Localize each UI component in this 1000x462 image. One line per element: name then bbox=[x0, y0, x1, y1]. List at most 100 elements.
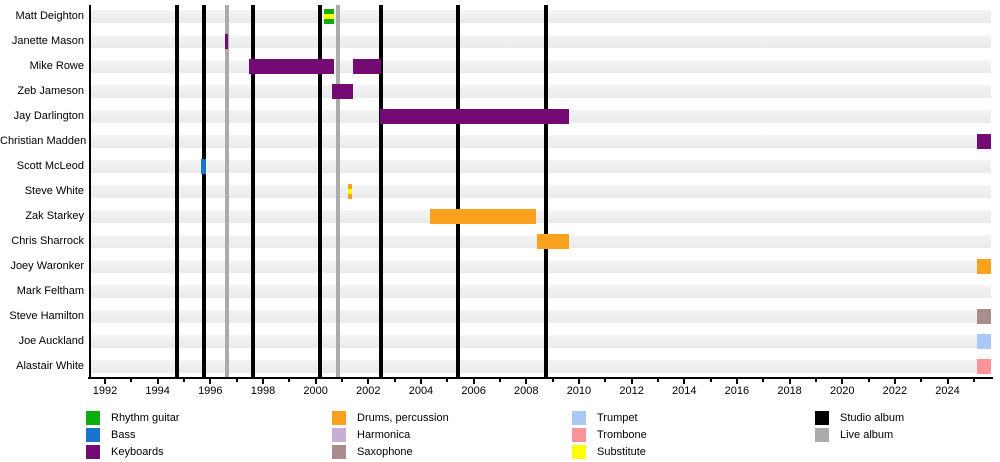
x-axis-tick-label: 2018 bbox=[777, 385, 802, 397]
y-axis-line bbox=[89, 5, 91, 379]
legend-swatch-harmonica bbox=[332, 428, 346, 442]
member-labels-column: Matt Deighton Janette Mason Mike Rowe Zeb J… bbox=[0, 0, 87, 380]
tenure-bar-keyboards bbox=[976, 133, 991, 149]
x-axis-minor-tick bbox=[551, 379, 554, 382]
x-axis-minor-tick bbox=[814, 379, 817, 382]
studio-album-line bbox=[174, 5, 179, 378]
x-axis-tick bbox=[525, 379, 528, 384]
tenure-bar-keyboards bbox=[332, 83, 354, 99]
x-axis-tick-label: 2000 bbox=[303, 385, 328, 397]
x-axis-tick bbox=[893, 379, 896, 384]
x-axis-tick-label: 2012 bbox=[619, 385, 644, 397]
legend-label: Rhythm guitar bbox=[111, 412, 180, 424]
x-axis-tick bbox=[156, 379, 159, 384]
x-axis-tick-label: 2010 bbox=[566, 385, 592, 397]
x-axis-tick bbox=[104, 379, 106, 384]
x-axis-tick-label: 1996 bbox=[198, 385, 223, 397]
tenure-bar-keyboards bbox=[353, 58, 381, 74]
tenure-bar-drums bbox=[536, 233, 569, 249]
studio-album-line bbox=[202, 5, 206, 378]
member-label: Christian Madden bbox=[0, 135, 87, 147]
legend-column: Drums, percussion Harmonica Saxophone bbox=[332, 411, 449, 462]
tenure-bar-bass bbox=[200, 158, 206, 174]
studio-album-line bbox=[455, 5, 460, 378]
legend-label: Harmonica bbox=[357, 429, 411, 441]
x-axis-tick bbox=[683, 379, 686, 384]
x-axis-minor-tick bbox=[182, 379, 185, 382]
row-band bbox=[90, 209, 991, 223]
row-band bbox=[90, 9, 991, 23]
row-band bbox=[90, 284, 991, 298]
legend: Rhythm guitar Bass Keyboards Drums, percuss… bbox=[0, 411, 1000, 462]
substitute-stripe bbox=[324, 13, 335, 19]
x-axis-tick bbox=[367, 379, 370, 384]
x-axis-tick-label: 2004 bbox=[408, 385, 434, 397]
row-band bbox=[90, 309, 991, 323]
x-axis-tick bbox=[419, 379, 422, 384]
tenure-bar-trumpet bbox=[976, 333, 991, 349]
tenure-bar-rhythm_guitar bbox=[324, 8, 335, 24]
x-axis-tick-label: 1992 bbox=[92, 385, 118, 397]
legend-item: Harmonica bbox=[332, 428, 449, 442]
legend-label: Studio album bbox=[840, 412, 905, 424]
tenure-bar-drums bbox=[347, 183, 352, 199]
row-band bbox=[90, 159, 991, 173]
legend-label: Saxophone bbox=[357, 446, 413, 458]
x-axis-minor-tick bbox=[393, 379, 396, 382]
legend-item: Keyboards bbox=[86, 445, 179, 459]
x-axis-tick bbox=[841, 379, 844, 384]
row-band bbox=[90, 359, 991, 373]
x-axis-tick-label: 2020 bbox=[829, 385, 855, 397]
legend-item: Trombone bbox=[572, 428, 647, 442]
x-axis-minor-tick bbox=[604, 379, 607, 382]
x-axis-tick bbox=[788, 379, 791, 384]
studio-album-line bbox=[543, 5, 548, 378]
legend-label: Substitute bbox=[597, 446, 646, 458]
x-axis-tick bbox=[472, 379, 475, 384]
member-label: Mark Feltham bbox=[16, 285, 84, 297]
x-axis-minor-tick bbox=[288, 379, 291, 382]
member-label: Matt Deighton bbox=[15, 10, 84, 22]
legend-column: Trumpet Trombone Substitute bbox=[572, 411, 647, 462]
x-axis-minor-tick bbox=[340, 379, 343, 382]
legend-column: Studio album Live album bbox=[815, 411, 904, 445]
legend-item: Bass bbox=[86, 428, 179, 442]
legend-column: Rhythm guitar Bass Keyboards bbox=[86, 411, 179, 462]
legend-swatch-bass bbox=[86, 428, 100, 442]
member-label: Zak Starkey bbox=[25, 210, 84, 222]
x-axis-line bbox=[88, 377, 993, 379]
x-axis-minor-tick bbox=[867, 379, 870, 382]
member-label: Chris Sharrock bbox=[11, 235, 84, 247]
legend-label: Trombone bbox=[597, 429, 647, 441]
tenure-bar-trombone bbox=[976, 358, 991, 374]
x-axis-tick bbox=[314, 379, 317, 384]
x-axis-tick bbox=[735, 379, 738, 384]
tenure-bar-keyboards bbox=[380, 108, 569, 124]
tenure-bar-saxophone bbox=[976, 308, 991, 324]
x-axis-minor-tick bbox=[656, 379, 659, 382]
x-axis-tick bbox=[630, 379, 633, 384]
tenure-bar-keyboards bbox=[225, 33, 229, 49]
tenure-bar-keyboards bbox=[248, 58, 335, 74]
tenure-bar-drums bbox=[976, 258, 991, 274]
x-axis-tick bbox=[946, 379, 949, 384]
x-axis-tick bbox=[577, 379, 580, 384]
member-label: Steve Hamilton bbox=[9, 310, 84, 322]
member-label: Scott McLeod bbox=[16, 160, 84, 172]
member-label: Janette Mason bbox=[11, 35, 84, 47]
x-axis-tick-label: 2024 bbox=[935, 385, 960, 397]
legend-item: Rhythm guitar bbox=[86, 411, 179, 425]
member-label: Joe Auckland bbox=[18, 335, 84, 347]
x-axis-minor-tick bbox=[920, 379, 923, 382]
legend-label: Bass bbox=[111, 429, 136, 441]
legend-swatch-live_album bbox=[815, 428, 829, 442]
legend-label: Keyboards bbox=[111, 446, 164, 458]
x-axis-tick-label: 1998 bbox=[250, 385, 276, 397]
x-axis-minor-tick bbox=[446, 379, 449, 382]
x-axis-tick-label: 1994 bbox=[145, 385, 170, 397]
x-axis-minor-tick bbox=[498, 379, 501, 382]
legend-swatch-studio_album bbox=[815, 411, 829, 425]
member-label: Jay Darlington bbox=[13, 110, 84, 122]
legend-label: Drums, percussion bbox=[357, 412, 449, 424]
